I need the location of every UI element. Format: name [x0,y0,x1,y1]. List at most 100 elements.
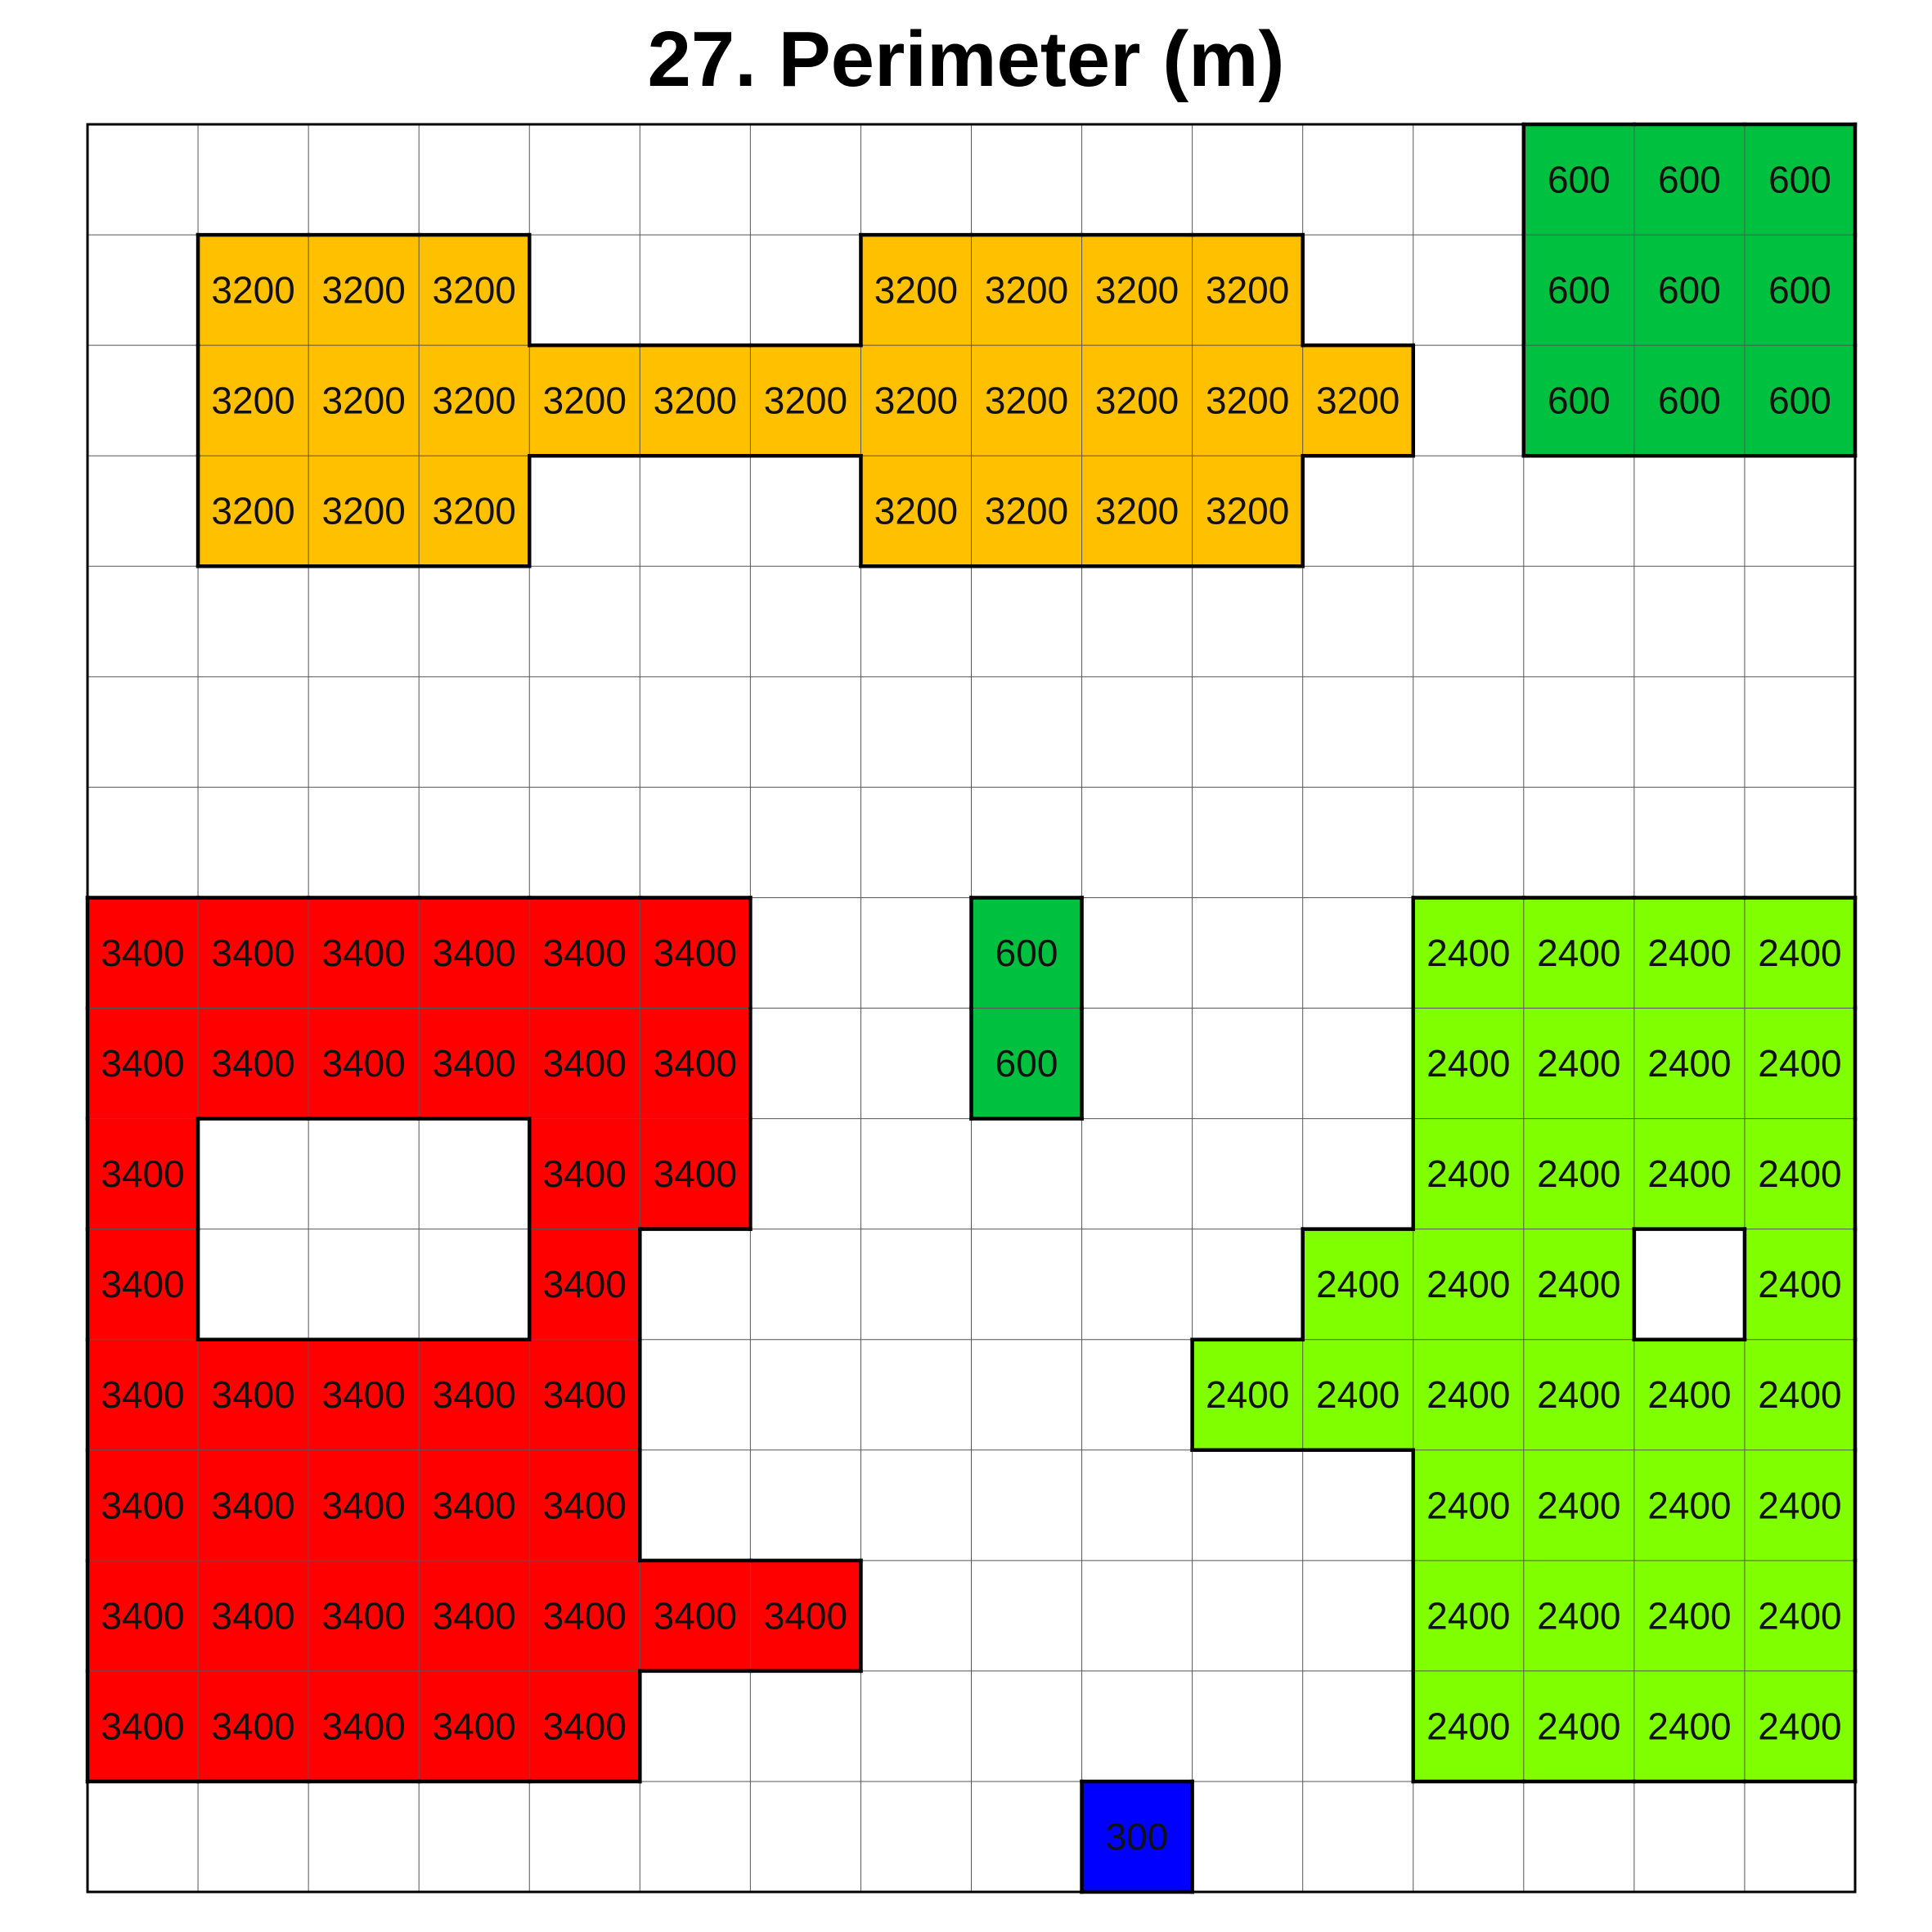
region-lime-2400-cell [1413,1008,1524,1119]
region-red-3400-label: 3400 [654,932,737,974]
region-red-3400-cell [640,1560,751,1671]
region-yellow-3200-cell [971,456,1082,567]
region-red-3400-cell [198,1008,309,1119]
region-lime-2400-cell [1523,1339,1634,1450]
region-red-3400-label: 3400 [433,1594,516,1637]
region-yellow-3200-label: 3200 [433,380,516,422]
region-lime-2400-cell [1633,897,1745,1009]
region-yellow-3200-cell [1192,345,1303,456]
region-red-3400-cell [308,1560,420,1671]
region-yellow-3200-cell [1302,345,1413,456]
region-lime-2400-cell [1523,1670,1634,1781]
region-red-3400-label: 3400 [543,1484,627,1526]
region-lime-2400-cell [1633,1118,1745,1229]
region-lime-2400-label: 2400 [1427,932,1510,974]
region-lime-2400-label: 2400 [1647,1594,1731,1637]
region-darkgreen-600-top-label: 600 [1548,159,1611,201]
region-yellow-3200-label: 3200 [654,380,737,422]
region-yellow-3200-label: 3200 [985,269,1068,312]
region-lime-2400-cell [1744,1229,1855,1340]
region-yellow-3200-cell [529,345,640,456]
region-lime-2400-cell [1744,1118,1855,1229]
region-yellow-3200-label: 3200 [874,380,958,422]
region-darkgreen-600-middle-cell [971,897,1082,1009]
region-red-3400-label: 3400 [101,1152,184,1195]
cell-labels: 3200 3200 3200 3200 3200 3200 3200 3200 3200 3200… [101,159,1841,1858]
region-darkgreen-600-top-cell [1744,235,1855,346]
region-lime-2400-label: 2400 [1427,1594,1510,1637]
region-yellow-3200-cell [860,345,972,456]
region-blue-300-cell [1081,1781,1193,1892]
region-red-3400-cell [419,1339,530,1450]
region-yellow-3200-cell [860,456,972,567]
region-red-3400-cell [529,1560,640,1671]
region-darkgreen-600-top-cell [1633,235,1745,346]
region-red-3400-label: 3400 [321,1373,405,1416]
region-yellow-3200-cell [198,345,309,456]
region-lime-2400-cell [1413,1560,1524,1671]
region-red-3400-cell [529,1339,640,1450]
region-red-3400-label: 3400 [101,932,184,974]
region-red-3400-cell [198,897,309,1009]
region-yellow-3200-cell [971,235,1082,346]
region-lime-2400-label: 2400 [1758,1594,1841,1637]
region-borders [85,122,1858,1894]
region-red-3400-cell [308,1449,420,1561]
region-yellow-3200-cell [750,345,861,456]
region-red-3400-label: 3400 [211,932,294,974]
region-red-3400-cell [88,1560,199,1671]
region-lime-2400-label: 2400 [1758,932,1841,974]
region-red-3400-label: 3400 [543,1152,627,1195]
region-red-3400-cell [198,1560,309,1671]
region-red-3400-cell [750,1560,861,1671]
region-red-3400-cell [308,1670,420,1781]
region-lime-2400-cell [1413,897,1524,1009]
region-darkgreen-600-top-label: 600 [1768,159,1831,201]
region-lime-2400-cell [1413,1229,1524,1340]
region-red-3400-label: 3400 [543,1594,627,1637]
region-lime-2400-label: 2400 [1427,1263,1510,1305]
region-lime-2400-label: 2400 [1206,1373,1289,1416]
region-red-3400-label: 3400 [321,1042,405,1085]
region-lime-2400-cell [1302,1229,1413,1340]
region-lime-2400-cell [1192,1339,1303,1450]
region-red-3400-cell [88,1229,199,1340]
region-red-3400-label: 3400 [101,1373,184,1416]
region-lime-2400-label: 2400 [1758,1373,1841,1416]
region-red-3400-cell [88,1670,199,1781]
region-red-3400-label: 3400 [654,1152,737,1195]
region-lime-2400-cell [1523,1560,1634,1671]
region-red-3400-cell [640,897,751,1009]
region-yellow-3200-label: 3200 [211,380,294,422]
region-darkgreen-600-top-label: 600 [1658,159,1721,201]
region-red-3400-cell [198,1339,309,1450]
region-lime-2400-label: 2400 [1758,1263,1841,1305]
region-red-3400-cell [529,1449,640,1561]
region-red-3400-label: 3400 [211,1373,294,1416]
region-lime-2400-label: 2400 [1427,1152,1510,1195]
region-lime-2400-cell [1633,1339,1745,1450]
region-yellow-3200-cell [198,235,309,346]
region-yellow-3200-cell [1192,235,1303,346]
region-red-3400-label: 3400 [211,1594,294,1637]
region-red-3400-label: 3400 [211,1042,294,1085]
region-yellow-3200-label: 3200 [1316,380,1400,422]
region-yellow-3200-cell [640,345,751,456]
region-yellow-3200-label: 3200 [1206,269,1289,312]
region-yellow-3200-label: 3200 [1095,490,1179,532]
region-yellow-3200-label: 3200 [211,490,294,532]
region-red-3400-label: 3400 [543,1042,627,1085]
region-lime-2400-cell [1523,897,1634,1009]
region-fills [88,124,1855,1892]
region-yellow-3200-label: 3200 [321,380,405,422]
region-lime-2400-label: 2400 [1427,1373,1510,1416]
region-yellow-3200-label: 3200 [764,380,847,422]
region-yellow-3200-cell [198,456,309,567]
region-red-3400-label: 3400 [321,1484,405,1526]
region-red-3400-cell [529,1118,640,1229]
region-red-3400-cell [88,897,199,1009]
region-red-3400-cell [88,1449,199,1561]
region-lime-2400-cell [1633,1670,1745,1781]
region-yellow-3200-cell [1192,456,1303,567]
region-darkgreen-600-middle-cell [971,1008,1082,1119]
